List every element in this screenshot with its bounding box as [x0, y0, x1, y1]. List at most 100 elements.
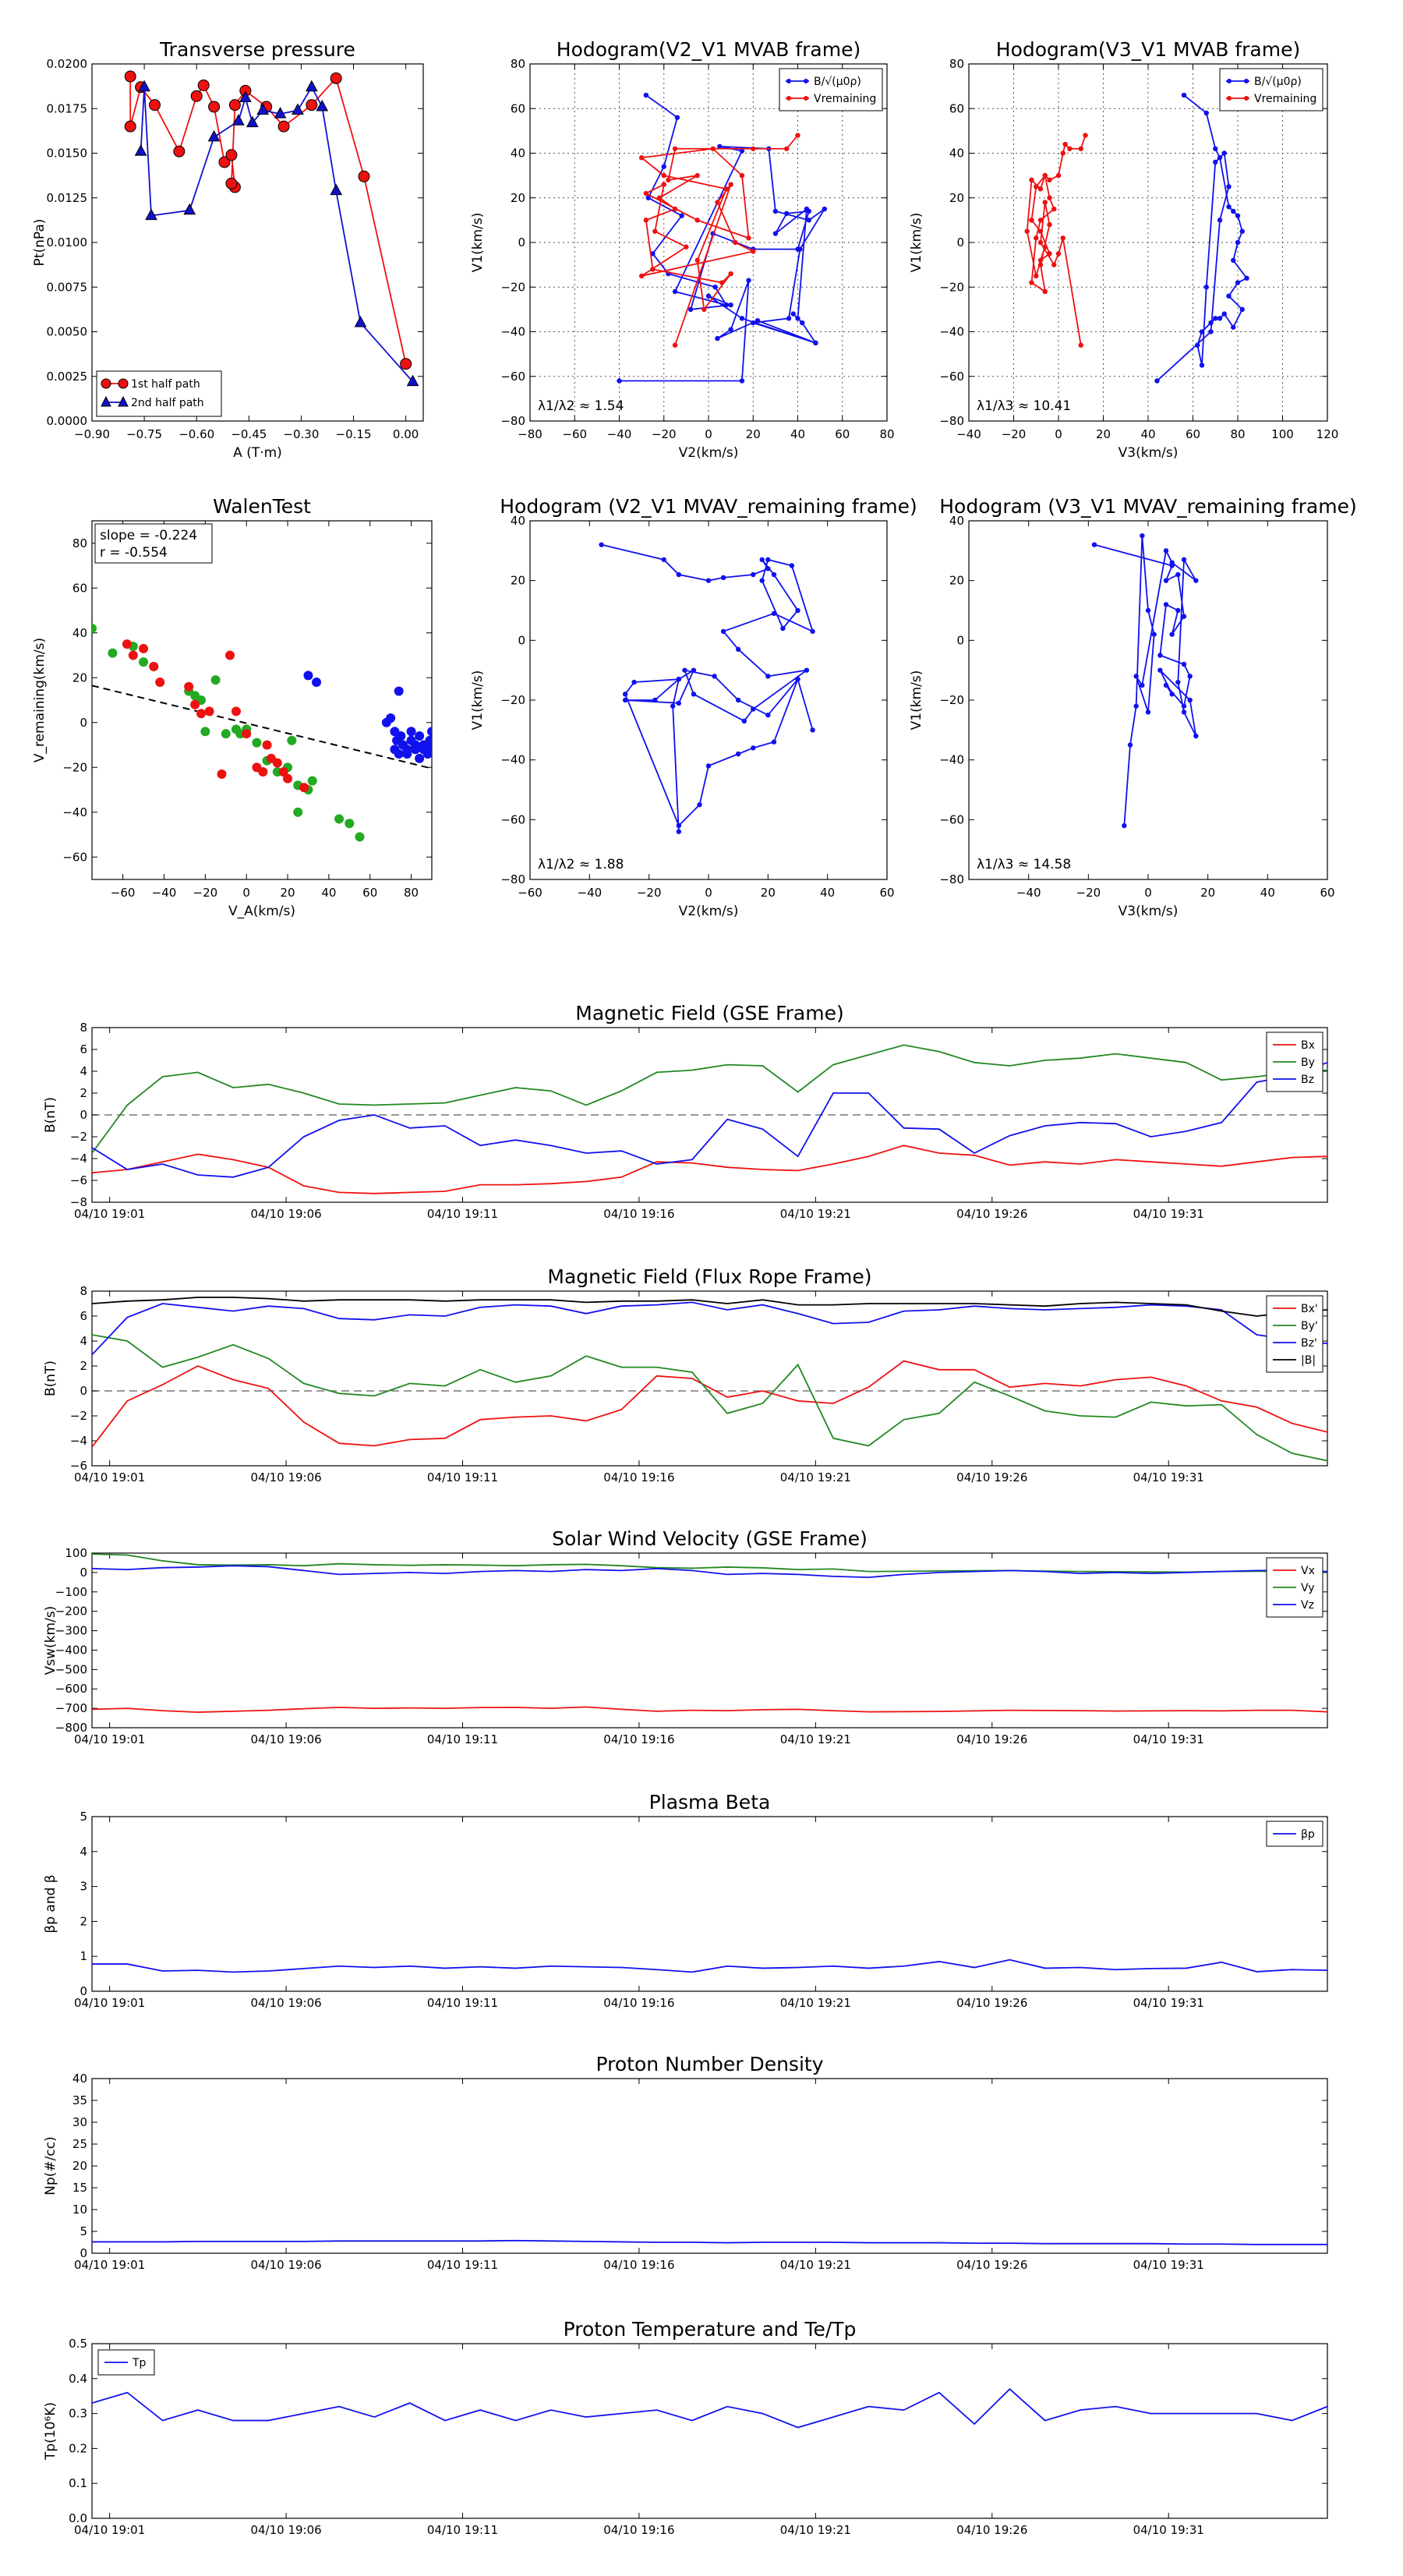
y-tick-label: −60 [500, 370, 525, 384]
y-tick-label: 40 [949, 514, 964, 528]
data-point [735, 751, 741, 757]
data-point [800, 320, 805, 326]
data-point [1175, 679, 1181, 685]
data-point [739, 378, 745, 384]
data-point [149, 99, 161, 111]
legend: Tp [97, 2349, 155, 2376]
x-tick-label: 60 [362, 886, 377, 900]
x-tick-label: 04/10 19:01 [74, 1996, 145, 2010]
eigenvalue-ratio-label: λ1/λ3 ≈ 14.58 [977, 857, 1071, 872]
y-tick-label: −40 [500, 325, 525, 339]
series-line [92, 1145, 1327, 1194]
series-line [92, 1565, 1327, 1579]
data-point [1169, 692, 1175, 697]
scatter-point [221, 729, 231, 739]
x-tick-label: 04/10 19:21 [780, 2258, 851, 2272]
series-walen-1 [122, 639, 309, 793]
data-point [780, 625, 786, 632]
scatter-point [149, 661, 159, 671]
series-vsw-0 [92, 1706, 1327, 1713]
data-point [772, 208, 779, 214]
data-point [652, 697, 658, 703]
plot-area [92, 1044, 1327, 1194]
data-point [676, 823, 682, 829]
legend: βp [1266, 1821, 1323, 1847]
y-tick-label: 5 [80, 1810, 87, 1824]
chart-mag-fr: −6 −4 −2 0 2 4 6 8 04/10 19:01 04/10 19:06 04/10 1… [43, 1265, 1328, 1484]
data-point [771, 610, 777, 617]
x-tick-label: −0.30 [283, 427, 319, 441]
legend-label: Vremaining [814, 93, 876, 105]
legend-label: Vremaining [1254, 93, 1316, 105]
series-h3-0 [599, 542, 815, 834]
data-point [746, 278, 751, 283]
data-point [739, 148, 745, 154]
scatter-point [398, 740, 408, 750]
legend-marker [1244, 79, 1249, 83]
x-tick-label: 04/10 19:06 [250, 1732, 321, 1746]
data-point [1042, 288, 1048, 295]
data-point [239, 90, 252, 103]
data-point [790, 311, 796, 317]
scatter-point [272, 758, 282, 768]
data-point [1239, 306, 1245, 313]
x-tick-label: 04/10 19:16 [603, 1732, 674, 1746]
data-point [617, 378, 622, 384]
legend-label: 1st half path [131, 378, 200, 391]
x-tick-label: 04/10 19:21 [780, 1470, 851, 1484]
data-point [1175, 571, 1181, 578]
data-point [735, 646, 741, 653]
data-point [735, 697, 741, 703]
x-tick-label: 40 [820, 886, 835, 900]
data-point [1140, 682, 1145, 688]
data-point [1231, 208, 1236, 214]
legend-marker [1227, 79, 1232, 83]
y-axis-label: Pt(nPa) [32, 219, 48, 267]
y-tick-label: 40 [72, 2072, 87, 2086]
data-point [1235, 280, 1241, 285]
chart-title: Magnetic Field (Flux Rope Frame) [547, 1265, 871, 1288]
data-point [661, 557, 666, 563]
y-tick-label: 2 [80, 1359, 87, 1373]
y-tick-label: 0.0175 [47, 101, 88, 115]
x-tick-label: 20 [280, 886, 295, 900]
data-point [1217, 316, 1223, 321]
x-tick-label: 04/10 19:16 [603, 1207, 674, 1221]
x-tick-label: 04/10 19:01 [74, 1732, 145, 1746]
scatter-point [396, 731, 406, 741]
data-point [1037, 186, 1044, 192]
data-point [1239, 228, 1245, 234]
data-point [672, 206, 678, 212]
x-tick-label: −60 [111, 886, 136, 900]
x-tick-label: 04/10 19:26 [956, 1207, 1027, 1221]
y-tick-label: 40 [511, 514, 525, 528]
legend: B/√(μ0ρ) Vremaining [1219, 68, 1323, 111]
scatter-point [204, 706, 214, 717]
series-h2-1 [1024, 133, 1088, 348]
y-tick-label: 0.0050 [47, 325, 88, 339]
data-point [705, 763, 712, 769]
x-axis-label: V2(km/s) [679, 904, 739, 919]
data-point [256, 103, 270, 115]
data-point [656, 195, 663, 200]
x-axis-label: A (T·m) [233, 445, 282, 461]
y-tick-label: −700 [55, 1701, 87, 1715]
x-tick-label: 04/10 19:31 [1133, 1996, 1204, 2010]
scatter-point [293, 807, 303, 817]
x-tick-label: 60 [1320, 886, 1334, 900]
data-point [810, 727, 815, 733]
eigenvalue-ratio-label: λ1/λ2 ≈ 1.54 [538, 398, 624, 414]
y-tick-label: 0.0200 [47, 57, 88, 71]
data-point [228, 99, 241, 111]
data-point [751, 745, 756, 751]
y-tick-label: 0.1 [69, 2476, 87, 2490]
y-tick-label: −4 [70, 1152, 87, 1166]
series-pt-0 [124, 70, 412, 370]
x-tick-label: 04/10 19:31 [1133, 1207, 1204, 1221]
data-point [723, 186, 730, 192]
data-point [694, 172, 700, 179]
y-tick-label: 0.0000 [47, 414, 88, 428]
scatter-point [258, 767, 268, 777]
scatter-point [394, 686, 404, 696]
